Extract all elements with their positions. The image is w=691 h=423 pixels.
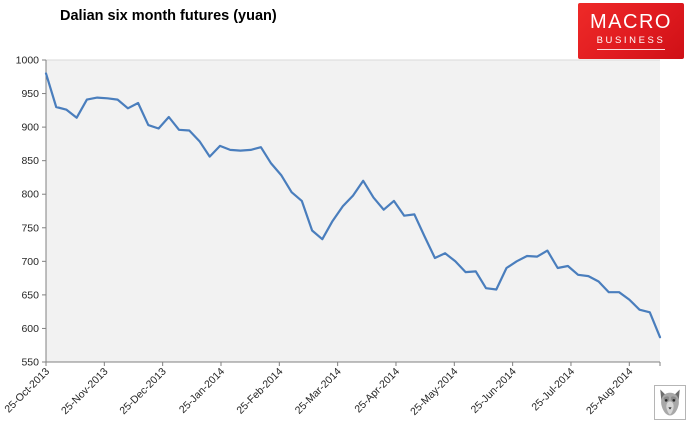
y-tick-label: 800: [21, 189, 39, 201]
x-tick-label: 25-Jul-2014: [529, 366, 577, 414]
x-tick-label: 25-Dec-2013: [117, 366, 169, 418]
x-tick-label: 25-Jan-2014: [177, 366, 227, 416]
price-line: [44, 72, 662, 339]
logo-text-macro: MACRO: [590, 11, 672, 33]
x-tick-label: 25-Apr-2014: [352, 366, 402, 416]
wolf-watermark: [654, 385, 686, 420]
y-tick-label: 600: [21, 323, 39, 335]
y-tick-label: 950: [21, 88, 39, 100]
x-tick-label: 25-May-2014: [408, 366, 460, 418]
y-tick-label: 850: [21, 155, 39, 167]
chart-title: Dalian six month futures (yuan): [60, 8, 277, 24]
y-tick-label: 1000: [16, 55, 40, 67]
wolf-icon: [660, 389, 680, 416]
y-axis: 550 600 650 700 750 800 850 900 950 1000: [16, 55, 47, 369]
y-tick-label: 650: [21, 289, 39, 301]
y-tick-label: 900: [21, 122, 39, 134]
plot-area: [46, 60, 660, 362]
y-tick-label: 750: [21, 222, 39, 234]
x-tick-label: 25-Nov-2013: [59, 366, 111, 418]
y-tick-label: 550: [21, 357, 39, 369]
x-tick-label: 25-Jun-2014: [469, 366, 519, 416]
x-tick-label: 25-Aug-2014: [584, 366, 636, 418]
y-tick-label: 700: [21, 256, 39, 268]
macrobusiness-logo: MACRO BUSINESS: [578, 3, 684, 59]
x-tick-label: 25-Feb-2014: [234, 366, 285, 417]
x-tick-label: 25-Mar-2014: [293, 366, 344, 417]
logo-text-business: BUSINESS: [596, 35, 666, 50]
x-tick-label: 25-Oct-2013: [2, 366, 52, 416]
x-axis: 25-Oct-2013 25-Nov-2013 25-Dec-2013 25-Jan-…: [2, 361, 661, 418]
